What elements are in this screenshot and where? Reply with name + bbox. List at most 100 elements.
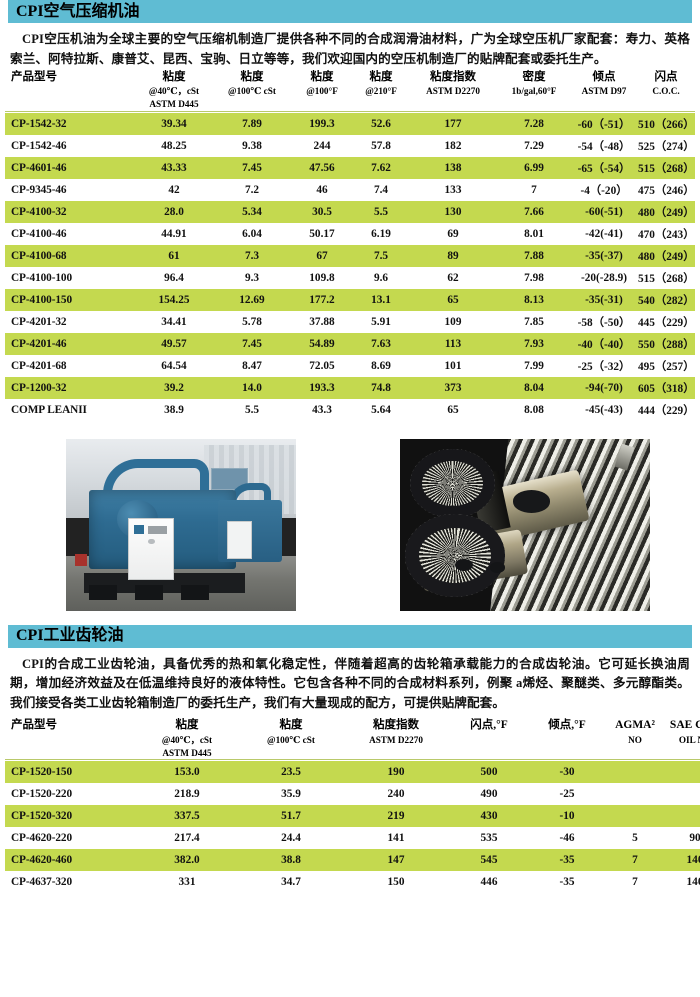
cell-product-model: CP-4601-46	[5, 156, 135, 179]
table-cell: 8.04	[497, 376, 571, 399]
table-cell: 7.5	[353, 244, 409, 267]
table-cell: 8.13	[497, 288, 571, 311]
table-cell	[665, 804, 700, 827]
table-cell: 44.91	[161, 227, 187, 240]
table-cell: 8.01	[524, 227, 544, 240]
table-cell	[605, 760, 665, 783]
col-header-agma-no: AGMA² NO	[615, 719, 655, 745]
table-cell: 153.0	[135, 760, 239, 783]
table-cell: 515（268）	[638, 272, 695, 285]
section-banner-industrial-gear-oil: CPI工业齿轮油	[8, 624, 692, 648]
cell-product-model: CP-4100-32	[5, 200, 135, 223]
col-header-viscosity-100f: 粘度 @100°F	[306, 70, 338, 97]
table-row: CP-1520-150 153.0 23.5 190 500 -30	[5, 760, 700, 783]
table-cell: 69	[447, 227, 459, 240]
table-cell: 9.6	[373, 271, 389, 284]
table-cell: 28.0	[135, 200, 213, 223]
table-cell: 67	[291, 244, 353, 267]
table-cell: 6.04	[242, 227, 262, 240]
table-cell: 7	[531, 183, 537, 196]
table-cell: 140	[686, 875, 700, 888]
table-cell: 7.3	[213, 244, 291, 267]
table-cell: 218.9	[174, 787, 200, 800]
table-cell: 14.0	[213, 376, 291, 399]
table-cell: 101	[444, 359, 462, 372]
table-cell: 7.98	[524, 271, 544, 284]
table-cell: 90	[689, 831, 700, 844]
air-compressor-photo	[66, 438, 296, 611]
table-row: CP-4601-46 43.33 7.45 47.56 7.62 138 6.99 -65（-…	[5, 156, 695, 179]
cell-product-model: CP-1520-320	[5, 804, 135, 827]
table-cell: -30	[529, 760, 605, 783]
header-row: 产品型号 粘度 @40℃，cSt ASTM D445 粘度 @100℃ cSt …	[5, 718, 700, 760]
table-cell: 61	[135, 244, 213, 267]
table-cell: 147	[343, 848, 449, 871]
table-cell: 7.88	[497, 244, 571, 267]
table-row: CP-9345-46 42 7.2 46 7.4 133 7 -4（-20） 475（246）	[5, 179, 695, 201]
table-cell: -25	[559, 787, 575, 800]
table-cell: 9.3	[244, 271, 260, 284]
table-cell	[665, 760, 700, 783]
header-divider	[5, 759, 700, 761]
table-cell: 65	[409, 288, 497, 311]
table-cell: 480（249）	[637, 244, 695, 267]
header-row: 产品型号 粘度 @40℃，cSt ASTM D445 粘度 @100℃ cSt …	[5, 70, 695, 112]
table-row: CP-1542-32 39.34 7.89 199.3 52.6 177 7.28 -60（-…	[5, 112, 695, 135]
section-paragraph-industrial-gear-oil: CPI的合成工业齿轮油，具备优秀的热和氧化稳定性，伴随着超高的齿轮箱承载能力的合…	[10, 656, 690, 711]
table-cell: 5.91	[371, 315, 391, 328]
table-cell: 490	[480, 787, 498, 800]
table-cell: 30.5	[291, 200, 353, 223]
table-cell: 182	[444, 139, 462, 152]
table-cell: 219	[343, 804, 449, 827]
table-cell: 7.89	[213, 112, 291, 135]
table-cell: 7	[605, 848, 665, 871]
table-cell: 5.64	[371, 403, 391, 416]
table-cell: 240	[387, 787, 405, 800]
table-cell: 545	[449, 848, 529, 871]
col-header-density: 密度 1b/gal,60°F	[511, 70, 557, 97]
table-cell: -20(-28.9)	[580, 271, 628, 284]
table-cell: 140	[665, 848, 700, 871]
section-title: CPI空气压缩机油	[16, 2, 140, 20]
col-header-viscosity-210f: 粘度 @210°F	[365, 70, 397, 97]
table-cell: 7.45	[213, 332, 291, 355]
cell-product-model: CP-4620-220	[11, 831, 73, 844]
col-header-sae-gear-oil-no: SAE Gear OIL No.	[669, 719, 700, 745]
table-cell: -60(-51)	[571, 200, 637, 223]
table-cell: -60（-51）	[571, 112, 637, 135]
table-cell: 109.8	[309, 271, 335, 284]
table-cell: -35	[559, 875, 575, 888]
col-header-viscosity-40c: 粘度 @40℃，cSt ASTM D445	[161, 719, 213, 758]
table-cell: 445（229）	[638, 316, 695, 329]
table-cell: -4（-20）	[580, 184, 628, 197]
table-cell: 8.69	[371, 359, 391, 372]
table-cell: 54.89	[291, 332, 353, 355]
table-cell: 515（268）	[637, 156, 695, 179]
table-cell: 65	[447, 403, 459, 416]
table-cell: 7.85	[524, 315, 544, 328]
table-cell: 138	[409, 156, 497, 179]
table-cell: 96.4	[164, 271, 184, 284]
table-cell	[605, 783, 665, 805]
table-cell: 444（229）	[638, 404, 695, 417]
table-cell: 37.88	[309, 315, 335, 328]
table-cell: -10	[529, 804, 605, 827]
table-cell: 39.2	[135, 376, 213, 399]
table-cell: 510（266）	[637, 112, 695, 135]
cell-product-model: CP-4637-320	[11, 875, 73, 888]
col-header-product-model: 产品型号	[11, 719, 57, 732]
table-cell: 7	[632, 875, 638, 888]
table-cell: 382.0	[135, 848, 239, 871]
col-header-pour-point-f: 倾点,°F	[548, 719, 586, 732]
table-cell: 6.99	[497, 156, 571, 179]
table-cell: 5.5	[353, 200, 409, 223]
cell-product-model: CP-1542-32	[5, 112, 135, 135]
table-cell: 430	[449, 804, 529, 827]
table-row: CP-4201-32 34.41 5.78 37.88 5.91 109 7.85 -58（-…	[5, 311, 695, 333]
col-header-flash-point-f: 闪点,°F	[470, 719, 508, 732]
table-cell: 23.5	[239, 760, 343, 783]
table-cell: 550（288）	[637, 332, 695, 355]
table-cell: 46	[316, 183, 328, 196]
